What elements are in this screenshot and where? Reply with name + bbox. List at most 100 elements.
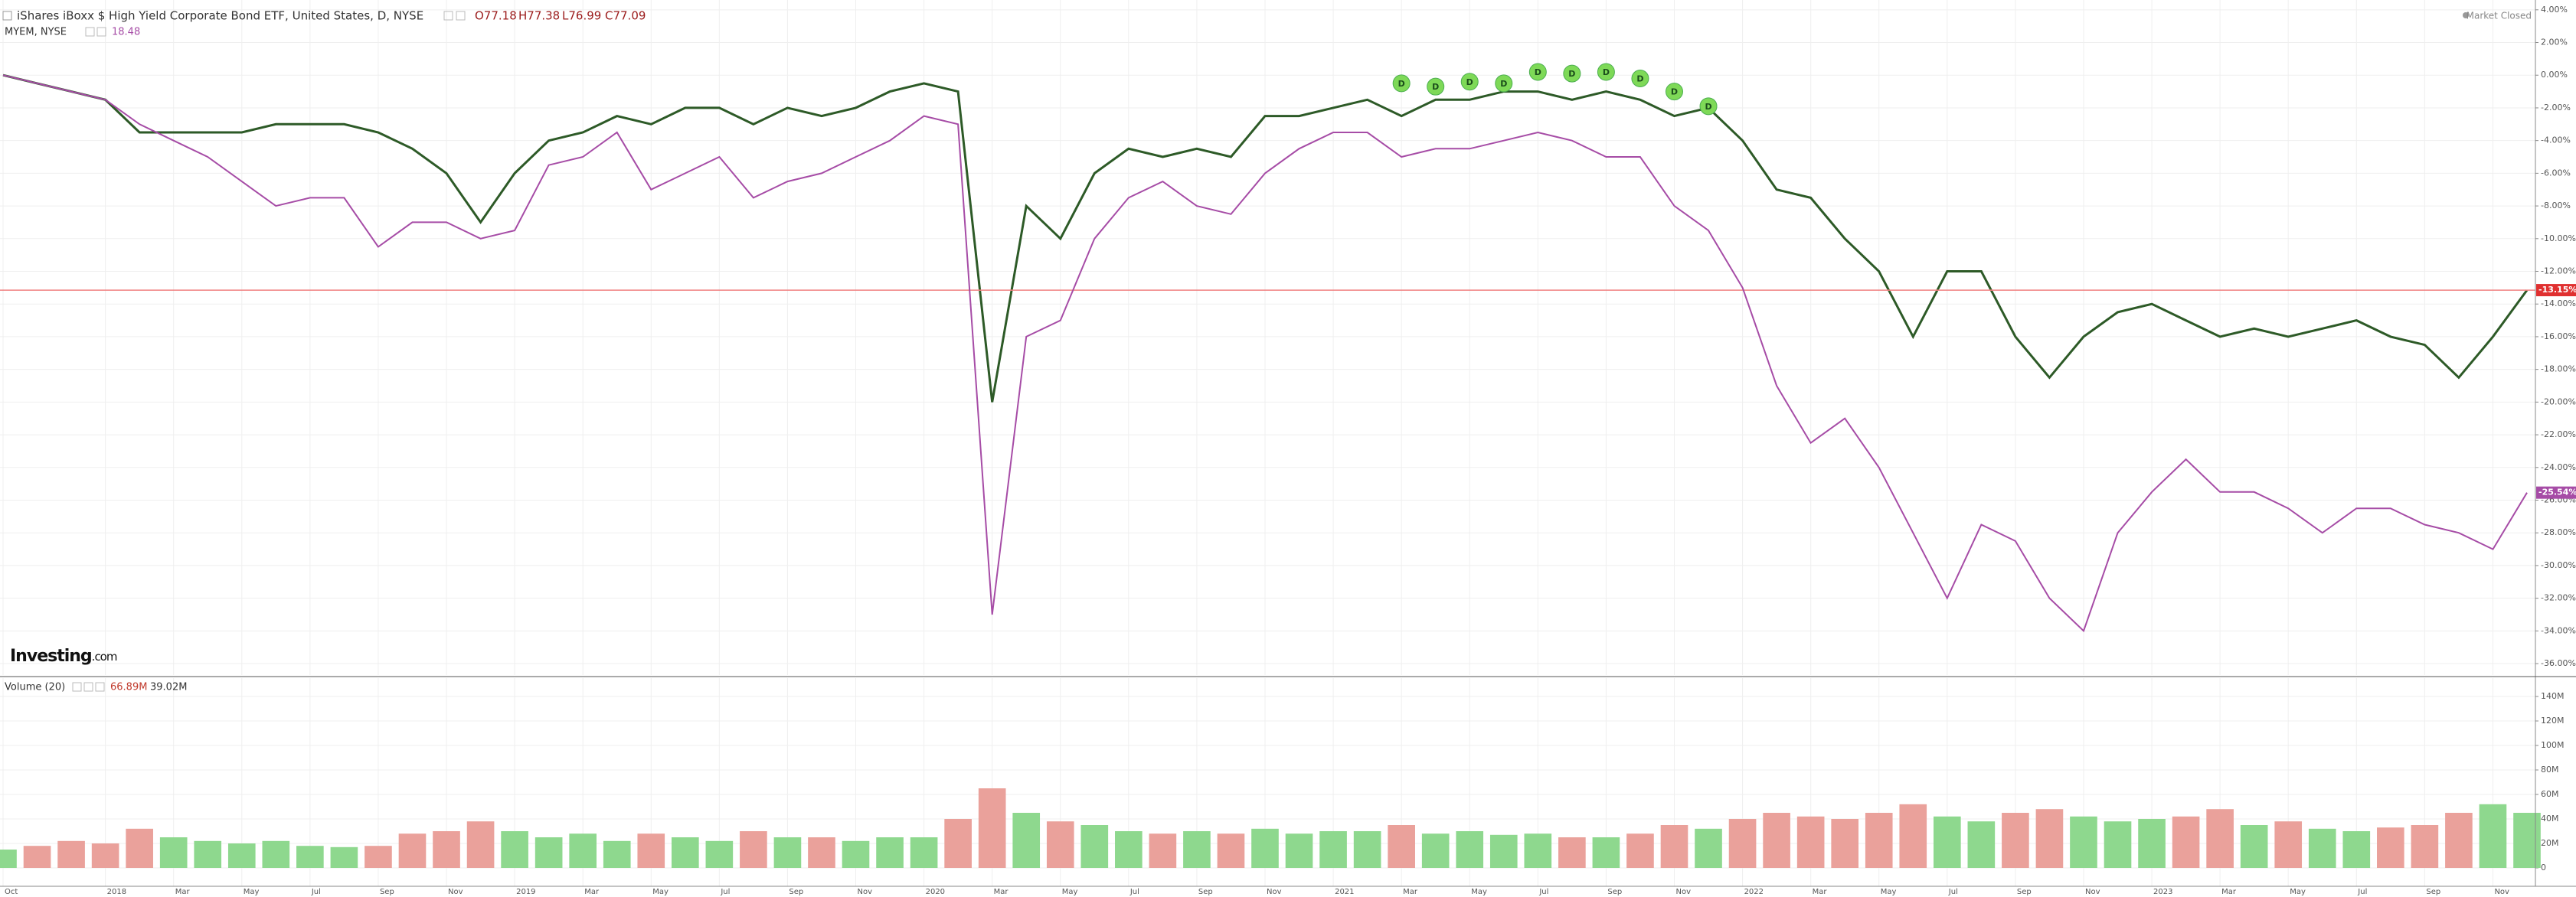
volume-ma-readout: 39.02M [150,682,187,693]
volume-bar [2104,821,2132,868]
volume-bar [296,846,324,868]
dividend-marker [1597,63,1615,81]
volume-bar [1796,816,1825,868]
last-value-label: -25.54% [2538,488,2576,497]
logo-main: Investing [10,647,92,666]
ohlc-open: O77.18 [475,9,517,23]
y-tick-label: 40M [2541,814,2559,824]
volume-bar [740,831,767,868]
dividend-marker [1427,77,1445,96]
y-tick-label: 2.00% [2541,38,2568,47]
compare-label: MYEM, NYSE [5,27,67,38]
ohlc-low: L76.99 [562,9,601,23]
volume-bar [2342,831,2371,868]
volume-bar [534,837,563,868]
x-tick-label: Nov [858,888,873,896]
x-tick-label: 2019 [516,888,535,896]
volume-bar [1285,833,1313,868]
dividend-label: D [1603,67,1610,77]
volume-bar [398,833,427,868]
volume-bar [876,837,904,868]
y-tick-label: -10.00% [2541,233,2576,243]
volume-bar [330,846,358,868]
dividend-marker [1631,70,1649,88]
volume-bar [2377,827,2404,868]
volume-hide-icon[interactable] [83,682,93,692]
volume-bar [2240,825,2268,868]
y-tick-label: -24.00% [2541,462,2576,472]
volume-bar [2002,813,2029,868]
volume-bar [1558,837,1586,868]
volume-bar [1728,819,1757,868]
volume-bar [1115,831,1143,868]
volume-bar [1046,821,1074,868]
series-line [2,74,2528,633]
volume-bar [501,831,528,868]
compare-settings-icon[interactable] [85,27,95,37]
y-tick-label: 4.00% [2541,5,2568,15]
volume-bar [1626,833,1654,868]
dividend-marker [1495,74,1513,93]
volume-bar [1388,825,1415,868]
volume-settings-icon[interactable] [72,682,82,692]
y-tick-label: 100M [2541,740,2565,750]
y-tick-label: -2.00% [2541,103,2571,113]
x-tick-label: 2021 [1335,888,1354,896]
volume-bar [944,819,972,868]
volume-bar [1421,833,1450,868]
y-tick-label: -36.00% [2541,658,2576,668]
volume-bar [1933,816,1961,868]
x-tick-label: Mar [2221,888,2237,896]
volume-bar [2513,813,2541,868]
x-tick-label: Mar [1403,888,1418,896]
x-tick-label: Jul [2357,888,2367,896]
dividend-marker [1563,64,1581,83]
compare-hide-icon[interactable] [96,27,106,37]
x-tick-label: 2018 [107,888,126,896]
x-tick-label: Mar [1813,888,1828,896]
y-tick-label: 0.00% [2541,70,2568,80]
x-tick-label: 2020 [926,888,945,896]
collapse-icon[interactable] [2,11,12,21]
volume-bar [364,846,392,868]
y-tick-label: -30.00% [2541,560,2576,570]
y-tick-label: -18.00% [2541,364,2576,374]
volume-bar [978,788,1006,868]
y-tick-label: 140M [2541,691,2565,701]
x-tick-label: Sep [789,888,803,896]
volume-bar [2274,821,2303,868]
x-tick-label: Mar [175,888,191,896]
y-tick-label: -6.00% [2541,168,2571,178]
volume-bar [569,833,597,868]
x-tick-label: May [2290,888,2306,896]
y-tick-label: 60M [2541,789,2559,799]
volume-bar [91,843,119,868]
volume-bar [0,850,17,868]
volume-readout: 66.89M [110,682,147,693]
volume-title: Volume (20) [5,682,65,693]
hide-icon[interactable] [456,11,466,21]
y-tick-label: 0 [2541,863,2546,873]
volume-bar [2138,819,2166,868]
volume-bar [842,840,870,868]
volume-bar [227,843,256,868]
x-tick-label: Jul [1129,888,1139,896]
volume-bar [1865,813,1893,868]
y-tick-label: 20M [2541,838,2559,848]
dividend-label: D [1500,79,1507,89]
volume-bar [773,837,802,868]
market-status: Market Closed [2466,11,2532,21]
x-tick-label: Sep [1198,888,1213,896]
logo: Investing.com [10,647,117,666]
x-tick-label: Mar [584,888,600,896]
settings-icon[interactable] [443,11,453,21]
volume-close-icon[interactable] [95,682,105,692]
y-tick-label: -16.00% [2541,331,2576,341]
volume-bar [637,833,665,868]
volume-bar [2172,816,2200,868]
x-tick-label: Mar [994,888,1009,896]
volume-bar [466,821,495,868]
y-tick-label: -22.00% [2541,429,2576,439]
volume-bar [1080,825,1109,868]
